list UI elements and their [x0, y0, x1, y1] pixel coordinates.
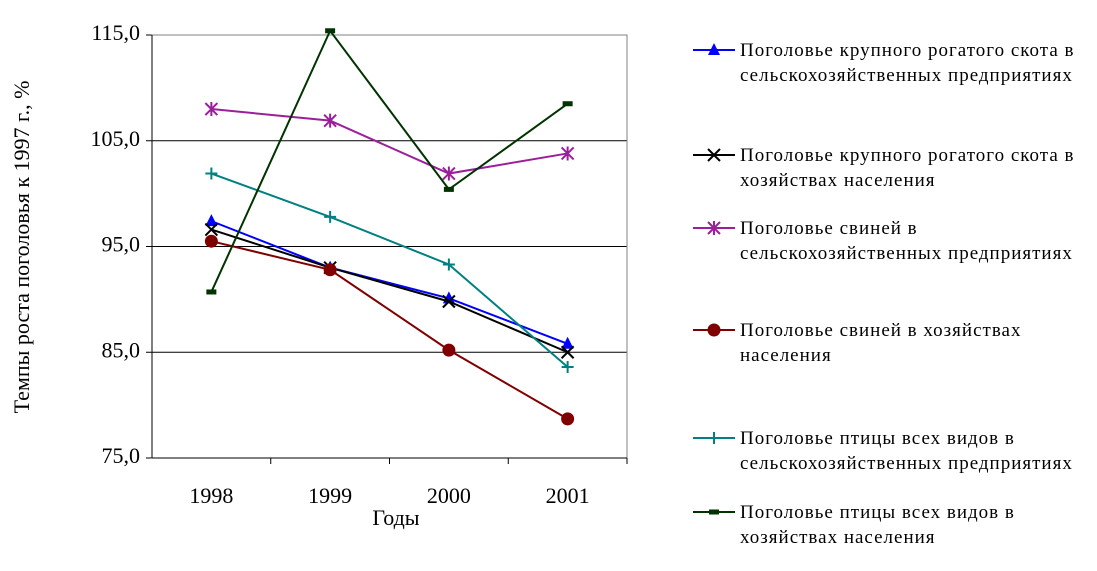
marker-shape	[204, 222, 219, 237]
marker	[561, 412, 575, 426]
legend-label: Поголовье птицы всех видов в сельскохозя…	[740, 428, 1073, 474]
marker-shape	[204, 102, 219, 117]
marker	[443, 186, 454, 192]
marker	[442, 343, 456, 357]
marker-shape	[707, 221, 721, 235]
marker	[325, 28, 336, 34]
y-tick-label: 85,0	[102, 337, 141, 362]
series-line	[210, 28, 569, 293]
marker	[560, 146, 575, 161]
series-line	[211, 228, 569, 354]
x-tick-label: 2000	[427, 483, 471, 508]
marker-shape	[561, 412, 575, 426]
marker-shape	[708, 432, 720, 444]
marker	[707, 221, 721, 235]
marker-shape	[708, 43, 720, 55]
marker	[205, 214, 218, 227]
legend-label: Поголовье крупного рогатого скота в хозя…	[740, 145, 1075, 191]
marker	[561, 361, 574, 374]
x-tick-label: 1999	[308, 483, 352, 508]
marker	[561, 336, 574, 349]
legend-label: Поголовье свиней в сельскохозяйственных …	[740, 218, 1073, 264]
marker	[708, 43, 720, 55]
marker	[562, 101, 573, 107]
marker	[204, 102, 219, 117]
marker	[205, 167, 218, 180]
legend-label: Поголовье свиней в хозяйствах населения	[740, 320, 1022, 366]
marker	[560, 345, 575, 359]
marker-shape	[561, 336, 574, 349]
marker-shape	[561, 361, 574, 374]
marker-shape	[325, 28, 336, 34]
marker-shape	[324, 210, 337, 223]
marker	[206, 289, 217, 295]
x-axis-label: Годы	[372, 505, 419, 530]
series-line	[211, 240, 569, 420]
series-line	[211, 220, 568, 345]
marker-shape	[560, 345, 575, 359]
x-tick-label: 2001	[546, 483, 590, 508]
marker-shape	[204, 234, 218, 248]
marker-shape	[442, 343, 456, 357]
y-axis-label: Темпы роста поголовья к 1997 г., %	[9, 81, 34, 414]
marker-shape	[442, 166, 456, 181]
marker	[707, 148, 721, 162]
marker	[204, 234, 218, 248]
marker	[707, 323, 721, 337]
marker-shape	[709, 509, 719, 515]
marker-shape	[707, 148, 721, 162]
legend-label: Поголовье крупного рогатого скота в сель…	[740, 40, 1075, 86]
y-tick-label: 105,0	[91, 126, 141, 151]
marker	[708, 432, 720, 444]
marker	[442, 166, 456, 181]
x-tick-label: 1998	[189, 483, 233, 508]
marker-shape	[443, 186, 454, 192]
marker-shape	[707, 323, 721, 337]
marker	[442, 258, 455, 271]
marker-shape	[442, 294, 456, 309]
marker-shape	[206, 289, 217, 295]
series-line	[211, 108, 568, 175]
series-line	[211, 172, 569, 368]
marker	[324, 210, 337, 223]
marker	[709, 509, 719, 515]
marker-shape	[323, 263, 337, 277]
y-tick-label: 115,0	[91, 20, 140, 45]
marker-shape	[323, 113, 337, 128]
marker	[323, 263, 337, 277]
y-tick-label: 95,0	[102, 232, 141, 257]
legend-label: Поголовье птицы всех видов в хозяйствах …	[740, 502, 1015, 548]
marker	[204, 222, 219, 237]
marker-shape	[442, 258, 455, 271]
marker-shape	[560, 146, 575, 161]
y-tick-label: 75,0	[102, 443, 141, 468]
marker	[323, 113, 337, 128]
marker-shape	[205, 167, 218, 180]
marker-shape	[562, 101, 573, 107]
marker-shape	[205, 214, 218, 227]
marker	[442, 294, 456, 309]
